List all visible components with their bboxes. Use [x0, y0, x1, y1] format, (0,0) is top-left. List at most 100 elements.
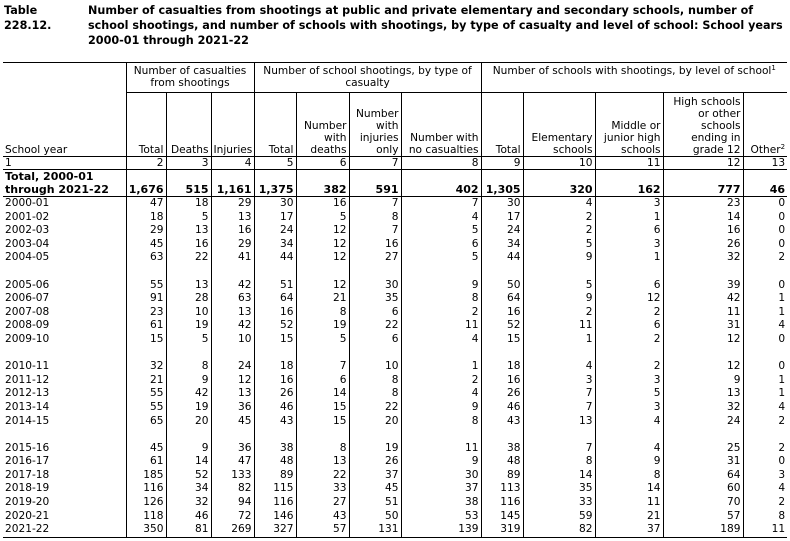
cell: 5 — [295, 332, 350, 347]
cell: 24 — [253, 224, 297, 238]
data-row: 2019-20 126 32 94 116 27 51 38 116 33 11 70 2 — [3, 496, 788, 510]
spacer-cell — [594, 264, 664, 279]
cell: 350 — [125, 523, 166, 538]
cell: 42 — [165, 387, 211, 401]
cell: 1 — [742, 292, 788, 306]
group-header: Number of schools with shootings, by lev… — [480, 62, 788, 93]
cell: 30 — [480, 196, 524, 211]
cell: 29 — [125, 224, 166, 238]
data-row: 2018-19 116 34 82 115 33 45 37 113 35 14 60 4 — [3, 482, 788, 497]
cell: 26 — [253, 387, 297, 401]
cell: 44 — [253, 251, 297, 265]
cell: 8 — [348, 373, 402, 388]
data-row: 2004-05 63 22 41 44 12 27 5 44 9 1 32 2 — [3, 251, 788, 265]
cell: 16 — [253, 373, 297, 388]
cell: 12 — [295, 224, 350, 238]
cell: 402 — [400, 169, 482, 197]
cell: 81 — [165, 523, 211, 538]
cell: 48 — [253, 455, 297, 469]
cell: 15 — [295, 400, 350, 415]
cell: 13 — [295, 455, 350, 469]
cell: 0 — [742, 210, 788, 225]
data-table: Number of casualties from shootings Numb… — [3, 62, 788, 538]
cell: 23 — [662, 196, 744, 211]
spacer-row — [3, 264, 788, 279]
cell: 43 — [480, 414, 524, 429]
footnote-mark: 1 — [771, 64, 776, 72]
data-row: 2014-15 65 20 45 43 15 20 8 43 13 4 24 2 — [3, 414, 788, 429]
data-row: 2010-11 32 8 24 18 7 10 1 18 4 2 12 0 — [3, 360, 788, 374]
cell: 47 — [125, 196, 166, 211]
cell: 27 — [295, 496, 350, 510]
cell: 4 — [742, 319, 788, 333]
cell: 52 — [165, 468, 211, 483]
cell: 15 — [125, 332, 166, 347]
column-header: Number with injuries only — [348, 92, 402, 157]
cell: 133 — [210, 468, 255, 483]
cell: 14 — [522, 468, 596, 483]
cell: 45 — [210, 414, 255, 429]
cell: 82 — [522, 523, 596, 538]
cell: 185 — [125, 468, 166, 483]
data-row: 2020-21 118 46 72 146 43 50 53 145 59 21 57 8 — [3, 509, 788, 524]
cell: 2020-21 — [5, 509, 50, 522]
cell: 94 — [210, 496, 255, 510]
spacer-cell — [210, 428, 255, 442]
column-header: High schools or other schools ending in … — [662, 92, 744, 157]
column-header: Other2 — [742, 92, 788, 157]
cell: 6 — [594, 278, 664, 293]
column-header: Number with deaths — [295, 92, 350, 157]
cell: 1 — [742, 387, 788, 401]
column-label: Deaths — [170, 144, 209, 156]
cell: 3 — [594, 400, 664, 415]
cell: 42 — [210, 319, 255, 333]
cell: 115 — [253, 482, 297, 497]
cell: 64 — [253, 292, 297, 306]
cell: 13 — [165, 224, 211, 238]
spacer-cell — [662, 428, 744, 442]
cell: 61 — [125, 455, 166, 469]
data-row: 2005-06 55 13 42 51 12 30 9 50 5 6 39 0 — [3, 278, 788, 293]
column-header: Deaths — [165, 92, 211, 157]
cell: 2 — [594, 305, 664, 320]
cell: 13 — [522, 414, 596, 429]
group-header: Number of school shootings, by type of c… — [253, 62, 482, 93]
cell: 139 — [400, 523, 482, 538]
cell: 33 — [295, 482, 350, 497]
cell: 6 — [295, 373, 350, 388]
cell: 2003-04 — [5, 237, 50, 250]
cell: 7 — [522, 400, 596, 415]
cell: 16 — [480, 305, 524, 320]
column-label: Number with no casualties — [408, 132, 479, 156]
cell: 9 — [400, 278, 482, 293]
cell: 52 — [253, 319, 297, 333]
cell: 116 — [253, 496, 297, 510]
spacer-cell — [348, 428, 402, 442]
cell: Total, 2000-01 through 2021-22 — [3, 169, 126, 197]
cell: 17 — [480, 210, 524, 225]
cell: 7 — [348, 224, 402, 238]
cell: 46 — [742, 169, 788, 197]
cell: 9 — [400, 400, 482, 415]
cell: 29 — [210, 196, 255, 211]
cell: 31 — [662, 455, 744, 469]
column-label: Number with injuries only — [355, 108, 399, 156]
cell: 15 — [253, 332, 297, 347]
cell: 11 — [400, 441, 482, 456]
data-row: 2017-18 185 52 133 89 22 37 30 89 14 8 64 3 — [3, 468, 788, 483]
cell: 12 — [295, 251, 350, 265]
cell: 45 — [125, 441, 166, 456]
cell: 18 — [165, 196, 211, 211]
data-row: 2002-03 29 13 16 24 12 7 5 24 2 6 16 0 — [3, 224, 788, 238]
cell: 5 — [400, 251, 482, 265]
cell: 515 — [165, 169, 211, 197]
cell: 2011-12 — [5, 373, 50, 386]
spacer-cell — [253, 264, 297, 279]
column-label: Total — [495, 144, 521, 156]
cell: 8 — [165, 360, 211, 374]
column-number: 5 — [253, 156, 297, 170]
group-label: Number of school shootings, by type of c… — [263, 65, 472, 89]
cell: 51 — [348, 496, 402, 510]
cell: 37 — [400, 482, 482, 497]
cell: 14 — [594, 482, 664, 497]
